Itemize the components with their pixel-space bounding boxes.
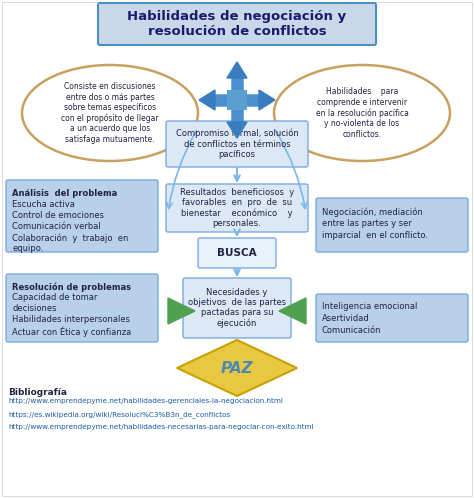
Text: Comunicación: Comunicación	[322, 326, 382, 335]
Polygon shape	[279, 298, 306, 324]
Text: Capacidad de tomar: Capacidad de tomar	[12, 293, 97, 302]
Text: https://es.wikipedia.org/wiki/Resoluci%C3%B3n_de_conflictos: https://es.wikipedia.org/wiki/Resoluci%C…	[8, 411, 230, 418]
Polygon shape	[199, 90, 215, 110]
Text: Consiste en discusiones
entre dos o más partes
sobre temas específicos
con el pr: Consiste en discusiones entre dos o más …	[61, 82, 159, 144]
Text: BUSCA: BUSCA	[217, 248, 257, 258]
Text: Asertividad: Asertividad	[322, 314, 370, 323]
Polygon shape	[259, 90, 275, 110]
Text: equipo.: equipo.	[12, 244, 44, 253]
Polygon shape	[227, 122, 247, 138]
Text: http://www.emprendepyme.net/habilidades-gerenciales-la-negociacion.html: http://www.emprendepyme.net/habilidades-…	[8, 398, 283, 404]
FancyBboxPatch shape	[166, 184, 308, 232]
FancyBboxPatch shape	[6, 180, 158, 252]
Text: Habilidades    para
comprende e intervenir
en la resolución pacífica
y no-violen: Habilidades para comprende e intervenir …	[316, 88, 409, 138]
Text: Actuar con Ética y confianza: Actuar con Ética y confianza	[12, 326, 131, 337]
Text: http://www.emprendepyme.net/habilidades-necesarias-para-negociar-con-exito.html: http://www.emprendepyme.net/habilidades-…	[8, 424, 313, 430]
Text: entre las partes y ser: entre las partes y ser	[322, 219, 412, 228]
Text: Negociación, mediación: Negociación, mediación	[322, 207, 423, 217]
FancyBboxPatch shape	[227, 90, 247, 110]
Text: Análisis  del problema: Análisis del problema	[12, 189, 117, 198]
FancyBboxPatch shape	[166, 121, 308, 167]
Text: Comunicación verbal: Comunicación verbal	[12, 222, 101, 231]
Text: Compromiso formal, solución
de conflictos en términos
pacíficos: Compromiso formal, solución de conflicto…	[176, 129, 298, 159]
Text: Inteligencia emocional: Inteligencia emocional	[322, 302, 418, 311]
Polygon shape	[177, 340, 297, 396]
Text: Resultados  beneficiosos  y
favorables  en  pro  de  su
bienestar    económico  : Resultados beneficiosos y favorables en …	[180, 188, 294, 229]
FancyBboxPatch shape	[6, 274, 158, 342]
Text: decisiones: decisiones	[12, 304, 56, 313]
Text: Bibliografía: Bibliografía	[8, 388, 67, 397]
Text: Habilidades interpersonales: Habilidades interpersonales	[12, 315, 130, 324]
Ellipse shape	[274, 65, 450, 161]
Polygon shape	[227, 62, 247, 78]
FancyBboxPatch shape	[316, 198, 468, 252]
Text: Habilidades de negociación y
resolución de conflictos: Habilidades de negociación y resolución …	[128, 10, 346, 38]
FancyBboxPatch shape	[316, 294, 468, 342]
Polygon shape	[168, 298, 195, 324]
Text: Control de emociones: Control de emociones	[12, 211, 104, 220]
Text: Necesidades y
objetivos  de las partes
pactadas para su
ejecución: Necesidades y objetivos de las partes pa…	[188, 288, 286, 328]
Text: Colaboración  y  trabajo  en: Colaboración y trabajo en	[12, 233, 128, 243]
FancyBboxPatch shape	[98, 3, 376, 45]
FancyBboxPatch shape	[198, 238, 276, 268]
FancyBboxPatch shape	[183, 278, 291, 338]
Text: Escucha activa: Escucha activa	[12, 200, 75, 209]
Text: PAZ: PAZ	[221, 361, 253, 375]
Ellipse shape	[22, 65, 198, 161]
Text: imparcial  en el conflicto.: imparcial en el conflicto.	[322, 231, 428, 240]
Text: Resolución de problemas: Resolución de problemas	[12, 282, 131, 291]
